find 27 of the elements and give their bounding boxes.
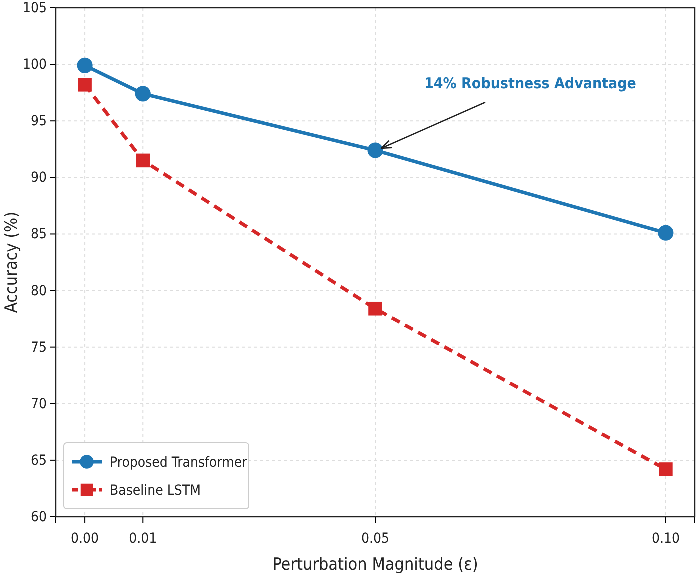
point [136,154,150,168]
point [78,78,92,92]
y-tick-label: 100 [22,57,47,74]
x-axis-title: Perturbation Magnitude (ε) [272,555,478,575]
y-tick-label: 90 [30,170,47,186]
y-tick-label: 75 [30,340,47,356]
legend-label: Proposed Transformer [110,455,248,471]
x-tick-label: 0.05 [361,530,390,547]
y-tick-label: 85 [30,226,47,243]
y-axis-title: Accuracy (%) [2,212,22,314]
x-tick-label: 0.01 [129,530,158,547]
point [659,462,673,476]
legend-label: Baseline LSTM [110,483,201,499]
y-tick-label: 105 [22,0,47,16]
point [77,58,93,74]
point [368,142,384,158]
y-tick-label: 80 [30,283,47,300]
point [368,302,382,316]
annotation: 14% Robustness Advantage [424,74,636,93]
y-tick-label: 60 [30,509,47,526]
x-tick-label: 0.00 [71,530,100,547]
y-tick-label: 95 [30,114,47,130]
y-tick-label: 70 [30,396,47,412]
point [658,225,674,241]
x-tick-label: 0.10 [652,530,680,547]
point [135,86,151,102]
y-tick-label: 65 [30,452,47,469]
